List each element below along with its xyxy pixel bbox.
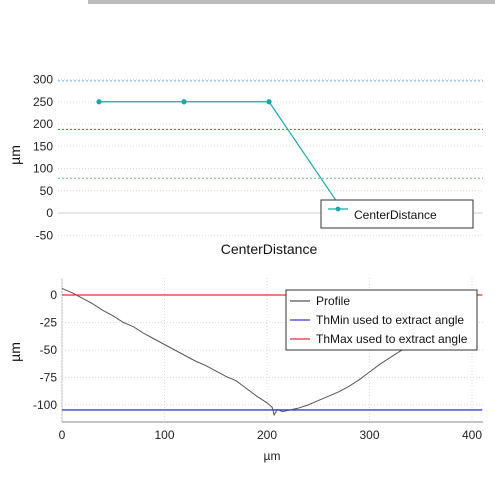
data-point-0 [96,99,102,105]
series-line-center-distance [99,101,341,207]
data-point-2 [266,99,272,105]
data-point-1 [181,99,187,105]
y-tick-label-2: 200 [33,117,53,131]
y-tick-label-0: 0 [50,288,57,302]
x-tick-label-2: 200 [257,428,277,442]
legend-label-thmin: ThMin used to extract angle [316,313,464,327]
x-axis-label: µm [264,449,281,463]
chart-title: CenterDistance [221,241,318,257]
y-axis-label: µm [7,145,23,165]
y-tick-label-1: 250 [33,95,53,109]
series-line-profile [61,287,421,417]
y-tick-label-4: 100 [33,162,53,176]
center-distance-chart: 300 250 200 150 100 50 0 -50 µm CenterDistance Cen… [7,73,483,257]
y-tick-label-3: 150 [33,139,53,153]
y-tick-label-5: 50 [40,184,54,198]
x-tick-label-3: 300 [359,428,379,442]
x-tick-label-0: 0 [59,428,66,442]
y-axis-label: µm [7,342,23,362]
legend-label-center-distance: CenterDistance [354,208,437,222]
legend-box [285,289,478,351]
y-tick-label-2: -50 [40,343,58,357]
legend-label-thmax: ThMax used to extract angle [316,332,468,346]
legend-marker-center-distance [335,206,341,212]
x-tick-label-4: 400 [462,428,482,442]
y-tick-label-4: -100 [33,398,57,412]
y-tick-label-1: -25 [40,316,58,330]
window-top-bar [88,0,495,4]
y-tick-label-0: 300 [33,73,53,87]
legend-box [320,199,474,229]
y-tick-label-7: -50 [36,228,54,242]
profile-chart: 0 -25 -50 -75 -100 0 100 200 300 400 µm µm Profile Th… [7,278,483,463]
y-tick-label-3: -75 [40,371,58,385]
legend-label-profile: Profile [316,294,350,308]
y-tick-label-6: 0 [46,206,53,220]
legend: Profile ThMin used to extract angle ThMax … [285,289,478,351]
legend: CenterDistance [320,199,474,229]
x-tick-label-1: 100 [154,428,174,442]
